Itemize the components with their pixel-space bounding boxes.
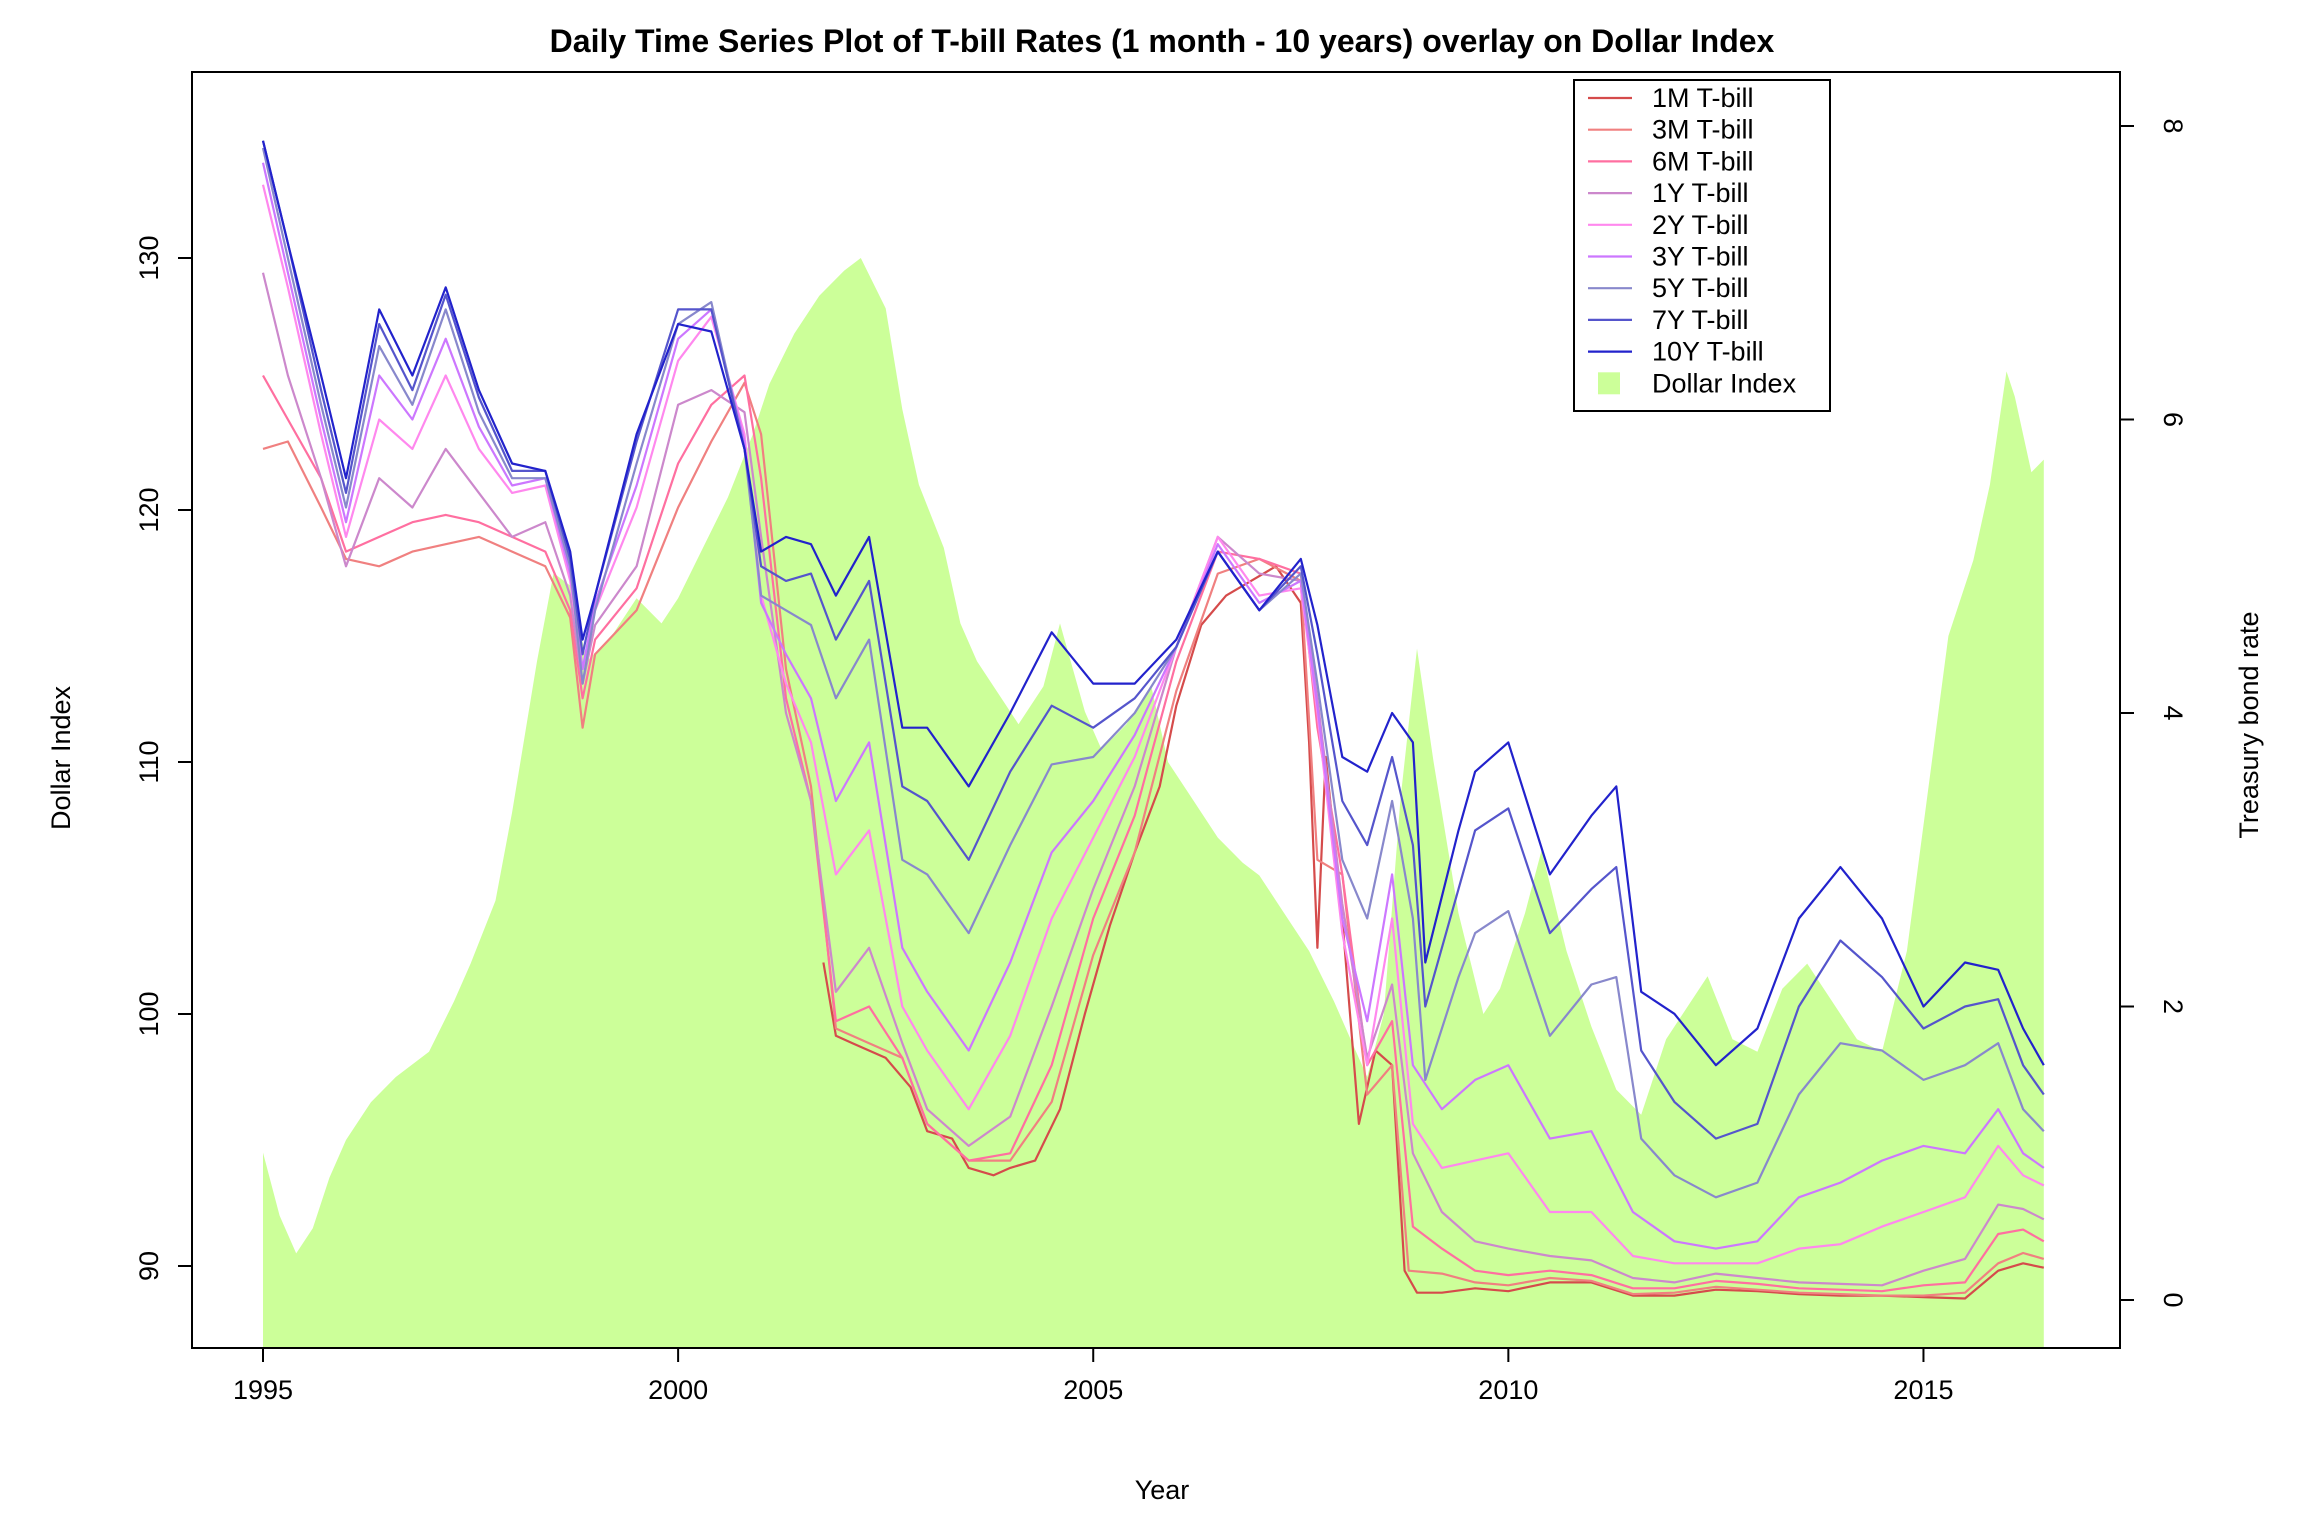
x-tick-label-1995: 1995 — [233, 1375, 293, 1405]
x-tick-label-2015: 2015 — [1893, 1375, 1953, 1405]
x-tick-label-2000: 2000 — [648, 1375, 708, 1405]
legend-label: 3M T-bill — [1652, 115, 1754, 145]
series-line-1m-t-bill — [822, 565, 2045, 1300]
series-line-5y-t-bill — [261, 147, 2045, 1199]
y-left-tick-label-120: 120 — [134, 487, 164, 532]
legend-item-3y-t-bill: 3Y T-bill — [1588, 242, 1749, 272]
y-right-tick-label-2: 2 — [2158, 999, 2188, 1014]
y-right-tick-label-6: 6 — [2158, 412, 2188, 427]
series-line-10y-t-bill — [261, 140, 2045, 1067]
legend-item-5y-t-bill: 5Y T-bill — [1588, 273, 1749, 303]
x-tick-label-2005: 2005 — [1063, 1375, 1123, 1405]
series-lines-layer — [261, 140, 2045, 1300]
legend-label: 2Y T-bill — [1652, 210, 1749, 240]
y-right-tick-label-8: 8 — [2158, 118, 2188, 133]
y-left-tick-label-90: 90 — [134, 1251, 164, 1281]
legend-item-dollar-index: Dollar Index — [1598, 368, 1797, 398]
series-line-6m-t-bill — [262, 374, 2045, 1293]
legend-label: 10Y T-bill — [1652, 337, 1764, 367]
y-axis-right: 0 2 4 6 8 — [2119, 118, 2188, 1308]
legend-label: 7Y T-bill — [1652, 305, 1749, 335]
y-left-tick-label-100: 100 — [134, 991, 164, 1036]
y-axis-left-label: Dollar Index — [46, 685, 76, 830]
legend-item-6m-t-bill: 6M T-bill — [1588, 146, 1754, 176]
x-axis: 1995 2000 2005 2010 2015 — [233, 1347, 1954, 1405]
y-left-tick-label-130: 130 — [134, 235, 164, 280]
legend-item-3m-t-bill: 3M T-bill — [1588, 115, 1754, 145]
series-line-1y-t-bill — [261, 272, 2045, 1287]
x-axis-label: Year — [1135, 1475, 1190, 1505]
legend-label: 1M T-bill — [1652, 83, 1754, 113]
legend-item-10y-t-bill: 10Y T-bill — [1588, 337, 1764, 367]
y-left-tick-label-110: 110 — [134, 740, 164, 783]
series-line-2y-t-bill — [261, 184, 2045, 1265]
legend-label: 6M T-bill — [1652, 146, 1754, 176]
chart-title: Daily Time Series Plot of T-bill Rates (… — [550, 23, 1775, 59]
legend-label: 5Y T-bill — [1652, 273, 1749, 303]
legend-box — [1573, 79, 1831, 412]
series-line-3m-t-bill — [262, 381, 2045, 1297]
y-axis-right-label: Treasury bond rate — [2234, 611, 2264, 838]
legend-label: Dollar Index — [1652, 368, 1797, 398]
y-axis-left: 90 100 110 120 130 — [134, 235, 193, 1281]
y-right-tick-label-4: 4 — [2158, 705, 2188, 720]
legend-item-2y-t-bill: 2Y T-bill — [1588, 210, 1749, 240]
x-tick-label-2010: 2010 — [1478, 1375, 1538, 1405]
y-right-tick-label-0: 0 — [2158, 1292, 2188, 1307]
legend-label: 1Y T-bill — [1652, 178, 1749, 208]
legend-item-1m-t-bill: 1M T-bill — [1588, 83, 1754, 113]
legend-swatch — [1598, 372, 1620, 395]
legend-item-1y-t-bill: 1Y T-bill — [1588, 178, 1749, 208]
legend-label: 3Y T-bill — [1652, 242, 1749, 272]
legend-item-7y-t-bill: 7Y T-bill — [1588, 305, 1749, 335]
